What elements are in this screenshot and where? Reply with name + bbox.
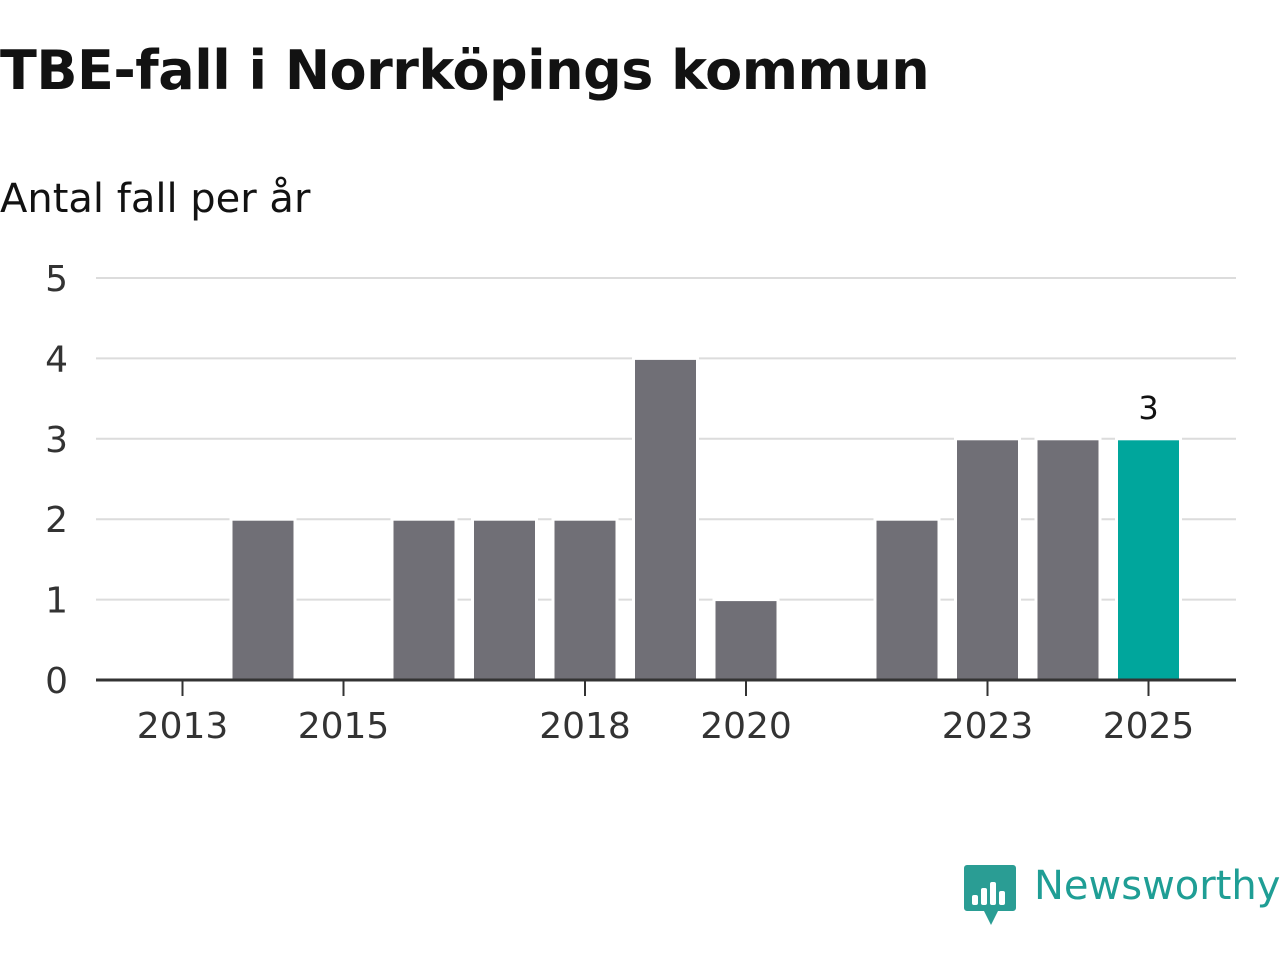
- newsworthy-icon: [964, 865, 1016, 925]
- bar-2019: [632, 356, 699, 682]
- x-tick-label: 2018: [539, 706, 631, 747]
- bar-2022: [873, 517, 941, 682]
- y-tick-label: 3: [45, 420, 68, 461]
- bar-2014: [229, 517, 297, 682]
- brand-logo: Newsworthy: [964, 863, 1280, 928]
- y-tick-label: 1: [45, 581, 68, 622]
- x-tick-label: 2025: [1103, 706, 1195, 747]
- chart-subtitle: Antal fall per år: [0, 176, 311, 222]
- x-tick-label: 2015: [298, 706, 390, 747]
- bar-2018: [551, 517, 619, 682]
- bar-2025: [1115, 437, 1182, 682]
- chart-title: TBE-fall i Norrköpings kommun: [0, 39, 930, 102]
- bar-2016: [390, 517, 458, 682]
- bar-2024: [1034, 437, 1102, 682]
- bar-2023: [954, 437, 1021, 682]
- data-labels: 3: [1138, 389, 1158, 427]
- y-tick-label: 0: [45, 661, 68, 702]
- brand-name: Newsworthy: [1034, 863, 1280, 909]
- y-tick-label: 2: [45, 500, 68, 541]
- y-axis-labels: 0 1 2 3 4 5: [45, 259, 68, 702]
- x-tick-label: 2013: [137, 706, 229, 747]
- x-axis: [96, 678, 1236, 696]
- data-label: 3: [1138, 389, 1158, 427]
- y-tick-label: 5: [45, 259, 68, 300]
- x-tick-label: 2020: [700, 706, 792, 747]
- x-axis-labels: 2013 2015 2018 2020 2023 2025: [137, 706, 1195, 747]
- x-tick-label: 2023: [942, 706, 1034, 747]
- bar-2017: [471, 517, 538, 682]
- bars: [229, 356, 1182, 682]
- bar-2020: [712, 598, 780, 682]
- y-tick-label: 4: [45, 339, 68, 380]
